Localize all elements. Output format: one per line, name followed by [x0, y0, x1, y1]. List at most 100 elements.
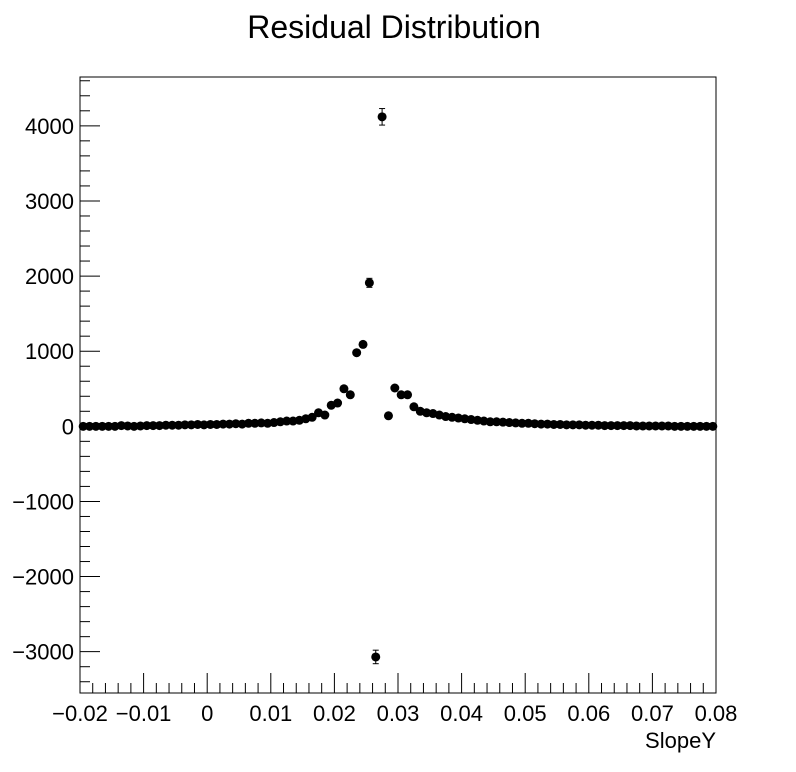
- y-tick-label: 3000: [25, 189, 74, 214]
- data-point: [199, 420, 209, 430]
- data-point: [701, 421, 711, 431]
- data-point: [383, 411, 393, 421]
- y-axis-ticks: −3000 −2000 −1000 0 1000 2000 3000 4000: [12, 114, 100, 665]
- data-point: [339, 384, 349, 394]
- data-point: [689, 421, 699, 431]
- data-point: [542, 419, 552, 429]
- data-point: [612, 421, 622, 431]
- data-point: [670, 421, 680, 431]
- data-point: [135, 421, 145, 431]
- data-point: [364, 278, 374, 288]
- x-tick-label: 0.08: [695, 701, 738, 726]
- error-bars: [366, 108, 386, 665]
- data-point: [581, 420, 591, 430]
- data-point: [708, 421, 718, 431]
- data-point: [333, 398, 343, 408]
- data-point: [511, 418, 521, 428]
- data-point: [104, 421, 114, 431]
- data-point: [116, 421, 126, 431]
- data-point: [644, 421, 654, 431]
- data-point: [371, 652, 381, 662]
- data-point: [205, 419, 215, 429]
- y-tick-label: 2000: [25, 264, 74, 289]
- chart-title: Residual Distribution: [247, 9, 540, 45]
- data-point: [377, 112, 387, 122]
- data-point: [517, 418, 527, 428]
- y-tick-label: −3000: [12, 640, 74, 665]
- data-point: [186, 420, 196, 430]
- data-point: [142, 421, 152, 431]
- x-tick-label: 0.05: [504, 701, 547, 726]
- data-point: [78, 421, 88, 431]
- data-point: [651, 421, 661, 431]
- y-tick-label: 4000: [25, 114, 74, 139]
- data-point: [695, 421, 705, 431]
- data-point: [123, 421, 133, 431]
- x-tick-label: −0.01: [116, 701, 172, 726]
- data-point: [358, 339, 368, 349]
- data-point: [549, 419, 559, 429]
- y-tick-label: −1000: [12, 489, 74, 514]
- data-point: [619, 421, 629, 431]
- data-point: [161, 420, 171, 430]
- minor-ticks: [80, 80, 704, 693]
- data-point: [663, 421, 673, 431]
- data-point: [97, 421, 107, 431]
- data-point: [555, 419, 565, 429]
- data-point: [180, 420, 190, 430]
- data-point: [231, 419, 241, 429]
- data-point: [174, 420, 184, 430]
- x-tick-label: 0.06: [567, 701, 610, 726]
- data-point: [282, 416, 292, 426]
- data-point: [148, 421, 158, 431]
- data-point: [396, 390, 406, 400]
- data-point: [682, 421, 692, 431]
- data-point: [568, 420, 578, 430]
- data-points: [78, 112, 718, 662]
- data-point: [155, 421, 164, 431]
- data-point: [244, 418, 254, 428]
- y-tick-label: −2000: [12, 565, 74, 590]
- x-tick-label: 0.03: [377, 701, 420, 726]
- x-tick-label: 0.07: [631, 701, 674, 726]
- data-point: [352, 348, 362, 358]
- x-axis-label: SlopeY: [645, 728, 716, 753]
- data-point: [657, 421, 667, 431]
- data-point: [307, 412, 317, 422]
- x-tick-label: 0.04: [440, 701, 483, 726]
- data-point: [256, 418, 266, 428]
- data-point: [485, 417, 495, 427]
- data-point: [129, 421, 139, 431]
- data-point: [167, 420, 177, 430]
- x-tick-label: 0.01: [249, 701, 292, 726]
- data-point: [587, 420, 597, 430]
- data-point: [91, 421, 101, 431]
- data-point: [345, 390, 355, 400]
- data-point: [593, 420, 603, 430]
- x-axis-ticks: −0.02 −0.01 0 0.01 0.02 0.03 0.04 0.05 0.06 0.07 0…: [52, 673, 737, 726]
- y-tick-label: 0: [62, 414, 74, 439]
- data-point: [390, 383, 400, 393]
- data-point: [218, 419, 228, 429]
- x-tick-label: 0: [201, 701, 213, 726]
- data-point: [250, 418, 260, 428]
- data-point: [625, 421, 635, 431]
- data-point: [212, 419, 222, 429]
- data-point: [638, 421, 648, 431]
- data-point: [632, 421, 641, 431]
- data-point: [498, 417, 508, 427]
- data-point: [492, 417, 502, 427]
- data-point: [574, 420, 584, 430]
- data-point: [224, 419, 234, 429]
- data-point: [600, 421, 610, 431]
- data-point: [85, 421, 95, 431]
- data-point: [530, 419, 540, 429]
- x-tick-label: −0.02: [52, 701, 108, 726]
- x-tick-label: 0.02: [313, 701, 356, 726]
- data-point: [409, 402, 419, 412]
- data-point: [562, 420, 572, 430]
- data-point: [403, 390, 413, 400]
- data-point: [523, 418, 533, 428]
- data-point: [606, 421, 616, 431]
